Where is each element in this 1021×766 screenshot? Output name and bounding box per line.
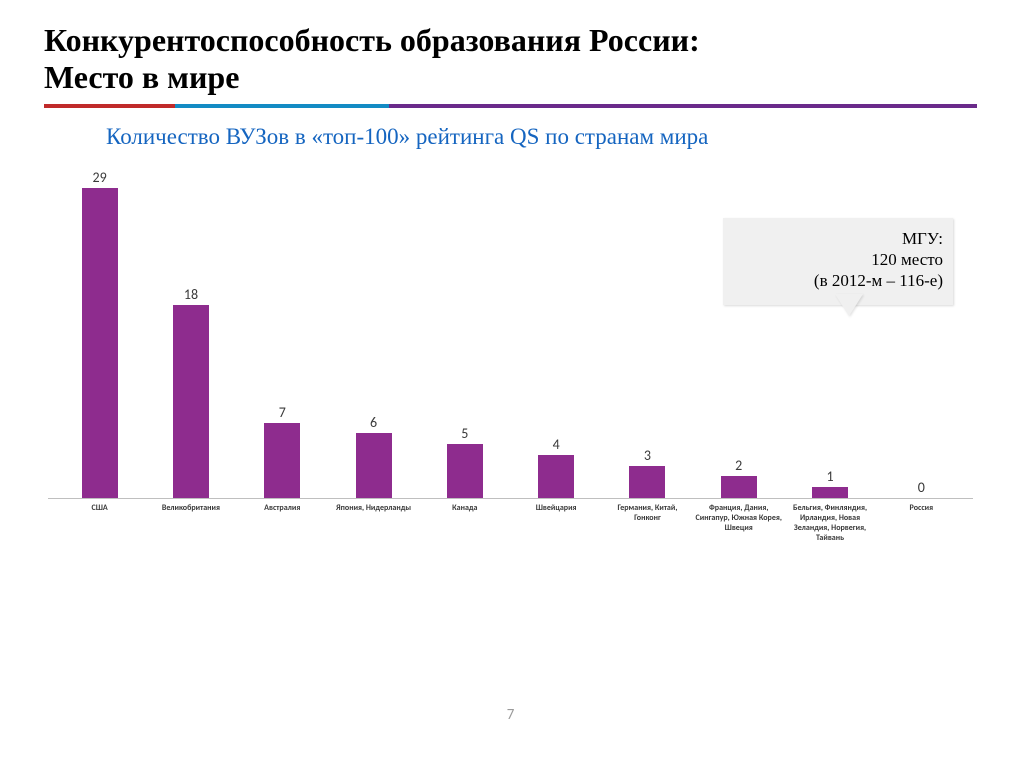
bar-column: 5: [419, 427, 510, 497]
x-axis-label: Франция, Дания, Сингапур, Южная Корея, Ш…: [693, 503, 784, 543]
bar: [629, 466, 665, 498]
x-axis-label: Великобритания: [145, 503, 236, 543]
bar-value-label: 2: [735, 459, 742, 473]
bar-column: 7: [237, 406, 328, 498]
x-axis-label: США: [54, 503, 145, 543]
bar-column: 6: [328, 416, 419, 497]
x-axis-label: Бельгия, Финляндия, Ирландия, Новая Зела…: [784, 503, 875, 543]
callout-pointer-icon: [835, 294, 863, 316]
bar-column: 4: [510, 438, 601, 498]
bar-value-label: 1: [826, 470, 833, 484]
x-axis-label: Россия: [876, 503, 967, 543]
x-axis-label: Япония, Нидерланды: [328, 503, 419, 543]
x-axis-label: Австралия: [237, 503, 328, 543]
bar: [173, 305, 209, 497]
bar-column: 2: [693, 459, 784, 497]
bar: [447, 444, 483, 497]
slide: Конкурентоспособность образования России…: [0, 0, 1021, 766]
x-axis-label: Канада: [419, 503, 510, 543]
x-axis-label: Швейцария: [510, 503, 601, 543]
bar-value-label: 5: [461, 427, 468, 441]
bar: [356, 433, 392, 497]
bar-value-label: 7: [279, 406, 286, 420]
divider-segment-purple: [389, 104, 977, 108]
page-number: 7: [0, 706, 1021, 724]
bar-column: 3: [602, 449, 693, 498]
bar: [812, 487, 848, 498]
title-divider: [44, 104, 977, 108]
page-title: Конкурентоспособность образования России…: [44, 22, 977, 96]
divider-segment-blue: [175, 104, 390, 108]
callout-box: МГУ: 120 место (в 2012-м – 116-е): [723, 218, 953, 306]
bar-value-label: 4: [553, 438, 560, 452]
bar-value-label: 29: [93, 171, 107, 185]
bar-value-label: 6: [370, 416, 377, 430]
bar-value-label: 0: [918, 481, 925, 495]
bar: [264, 423, 300, 498]
bar-value-label: 18: [184, 288, 198, 302]
callout-line-3: (в 2012-м – 116-е): [733, 270, 943, 291]
title-line-1: Конкурентоспособность образования России…: [44, 22, 700, 58]
callout-line-2: 120 место: [733, 249, 943, 270]
x-axis-label: Германия, Китай, Гонконг: [602, 503, 693, 543]
chart-container: 29 18 7 6 5 4 3 2 1 0 МГУ: 120 место (в 2012-м – …: [48, 168, 973, 548]
bar-column: 0: [876, 481, 967, 498]
bar-chart: 29 18 7 6 5 4 3 2 1 0 МГУ: 120 место (в 2012-м – …: [48, 168, 973, 499]
bar: [82, 188, 118, 498]
bar-column: 29: [54, 171, 145, 498]
divider-segment-red: [44, 104, 175, 108]
x-axis-labels: СШАВеликобританияАвстралияЯпония, Нидерл…: [48, 503, 973, 543]
callout-line-1: МГУ:: [733, 228, 943, 249]
title-line-2: Место в мире: [44, 59, 239, 95]
bar: [721, 476, 757, 497]
bar: [538, 455, 574, 498]
bar-value-label: 3: [644, 449, 651, 463]
chart-subtitle: Количество ВУЗов в «топ-100» рейтинга QS…: [106, 124, 977, 150]
bar-column: 18: [145, 288, 236, 497]
bar-column: 1: [784, 470, 875, 498]
